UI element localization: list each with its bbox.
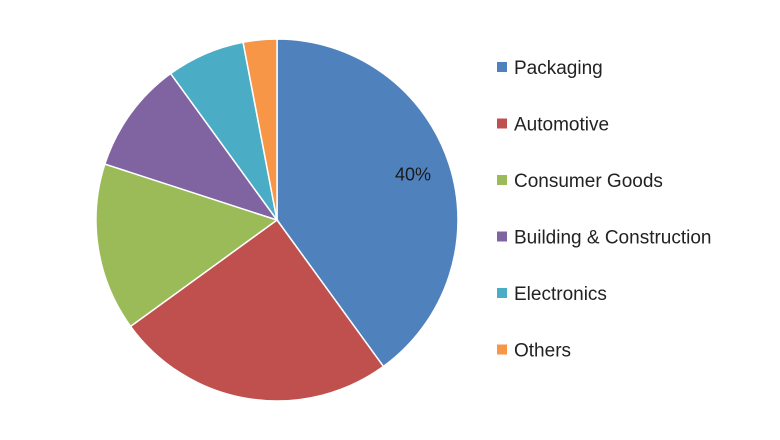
legend-label-others: Others xyxy=(514,341,571,362)
pie-slice-building-and-construction xyxy=(103,72,279,222)
legend-swatch-automotive xyxy=(497,118,507,129)
legend-swatch-consumer-goods xyxy=(497,175,507,185)
data-label-packaging: 40% xyxy=(395,165,431,185)
legend-label-consumer-goods: Consumer Goods xyxy=(514,171,663,192)
legend-swatch-packaging xyxy=(497,62,507,72)
legend-label-automotive: Automotive xyxy=(514,115,609,136)
pie-slices xyxy=(95,38,459,402)
legend-label-electronics: Electronics xyxy=(514,284,607,305)
legend-swatch-electronics xyxy=(497,288,507,298)
legend-label-building-and-construction: Building & Construction xyxy=(514,228,712,249)
pie-slice-packaging xyxy=(276,38,459,368)
legend-label-packaging: Packaging xyxy=(514,58,603,79)
legend-swatch-others xyxy=(497,344,507,355)
pie-slice-automotive xyxy=(129,218,385,402)
pie-data-labels: 40% xyxy=(395,165,431,185)
legend-swatch-building-and-construction xyxy=(497,231,507,242)
pie-slice-others xyxy=(242,38,278,221)
pie-slice-consumer-goods xyxy=(95,163,279,328)
legend: Packaging Automotive Consumer Goods Buildin… xyxy=(497,58,712,362)
